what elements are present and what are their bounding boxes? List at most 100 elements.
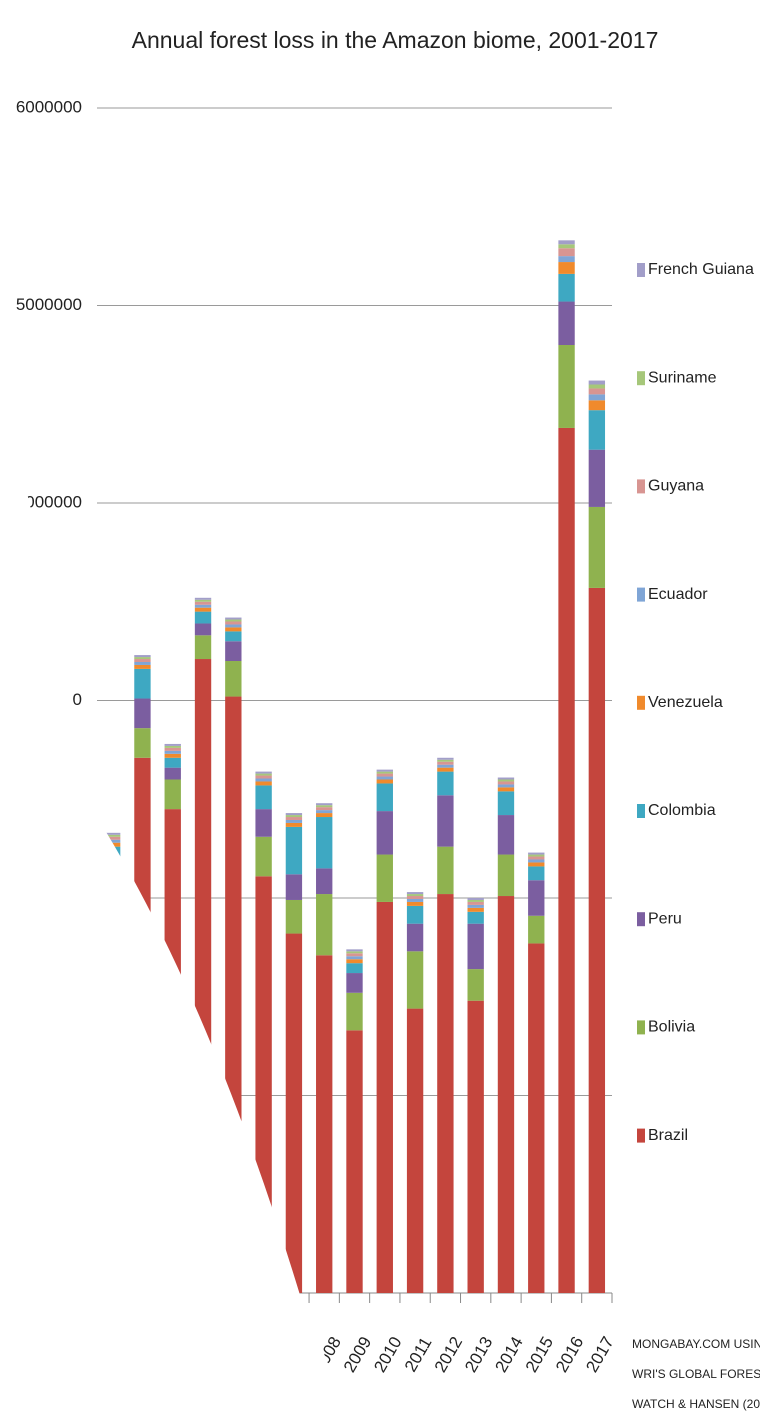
bar-segment [497,791,515,816]
bar-segment [285,819,303,823]
bar-segment [285,813,303,816]
bar-segment [103,839,121,843]
bar-segment [164,743,181,746]
bar-segment [194,601,212,605]
bar-segment [316,868,333,895]
bar-segment [437,795,454,847]
bar-segment [406,1008,424,1293]
bar-segment [437,759,454,762]
bar-segment [558,262,575,274]
bar-segment [558,240,575,245]
bar-segment [225,631,242,642]
legend-swatch [637,695,645,710]
legend-label: French Guiana [648,261,754,278]
bar-segment [588,384,606,389]
bar-segment [255,781,272,786]
bar-segment [194,604,212,608]
bar-segment [134,657,151,660]
bar-segment [285,899,303,934]
bar-segment [467,907,484,912]
bar-segment [285,817,303,820]
bar-segment [437,846,454,895]
bar-segment [346,963,363,974]
bar-segment [346,1030,363,1293]
bar-segment [255,773,272,776]
bar-segment [588,506,606,588]
source-note: MONGABAY.COM USING [632,1337,760,1351]
legend-label: Venezuela [648,694,723,711]
bar-segment [134,661,151,665]
bar-segment [194,597,212,600]
bar-segment [346,959,363,964]
bar-segment [467,923,484,970]
x-tick-label: 2010 [370,1333,405,1375]
bar-segment [346,953,363,957]
bar-segment [376,771,393,774]
bar-segment [316,803,333,806]
bar-segment [558,345,575,428]
bar-segment [528,943,545,1293]
legend-swatch [637,1128,645,1143]
bar-segment [588,388,606,395]
mask [0,400,350,1417]
bar-segment [437,767,454,772]
bar-segment [376,783,393,812]
bar-segment [316,817,333,869]
bar-segment [558,301,575,345]
bar-segment [437,761,454,765]
legend-label: Ecuador [648,586,708,603]
bar-segment [528,880,545,916]
bar-segment [406,894,424,897]
bar-segment [255,771,272,774]
bar-segment [588,380,606,385]
bar-segment [558,273,575,302]
y-tick-label: 4000000 [16,492,82,511]
bar-segment [376,811,393,855]
bar-segment [225,621,242,625]
bar-segment [225,619,242,622]
bar-segment [588,449,606,507]
bar-segment [316,813,333,818]
bar-segment [467,911,484,924]
legend-label: Brazil [648,1127,688,1144]
bar-segment [376,779,393,784]
legend-swatch [637,263,645,277]
bar-segment [467,1000,484,1293]
bar-segment [376,776,393,780]
bar-segment [194,599,212,602]
bar-segment [255,785,272,810]
chart-title: Annual forest loss in the Amazon biome, … [132,27,659,53]
bar-segment [376,769,393,772]
legend-swatch [637,804,645,818]
bar-segment [437,894,454,1293]
bar-segment [285,874,303,900]
bar-segment [285,826,303,875]
x-tick-label: 2009 [340,1333,375,1375]
bar-segment [103,836,121,840]
bar-segment [497,815,515,855]
bar-segment [497,784,515,788]
x-tick-label: 2011 [401,1334,436,1375]
bar-segment [103,834,121,837]
bar-segment [316,807,333,811]
legend-label: Suriname [648,369,717,386]
bar-segment [134,655,151,658]
bar-segment [316,955,333,1293]
bar-segment [346,951,363,954]
legend-swatch [637,587,645,602]
bar-segment [467,899,484,902]
bar-segment [588,410,606,450]
bar-segment [225,641,242,661]
bar-segment [588,587,606,1293]
bar-segment [346,992,363,1031]
bar-segment [164,750,181,754]
bar-segment [528,915,545,944]
bar-segment [134,728,151,758]
x-tick-label: 2015 [522,1333,557,1375]
bar-segment [134,668,151,699]
legend-swatch [637,1020,645,1035]
legend-label: Peru [648,910,682,927]
bar-segment [164,779,181,810]
bar-segment [497,896,515,1293]
